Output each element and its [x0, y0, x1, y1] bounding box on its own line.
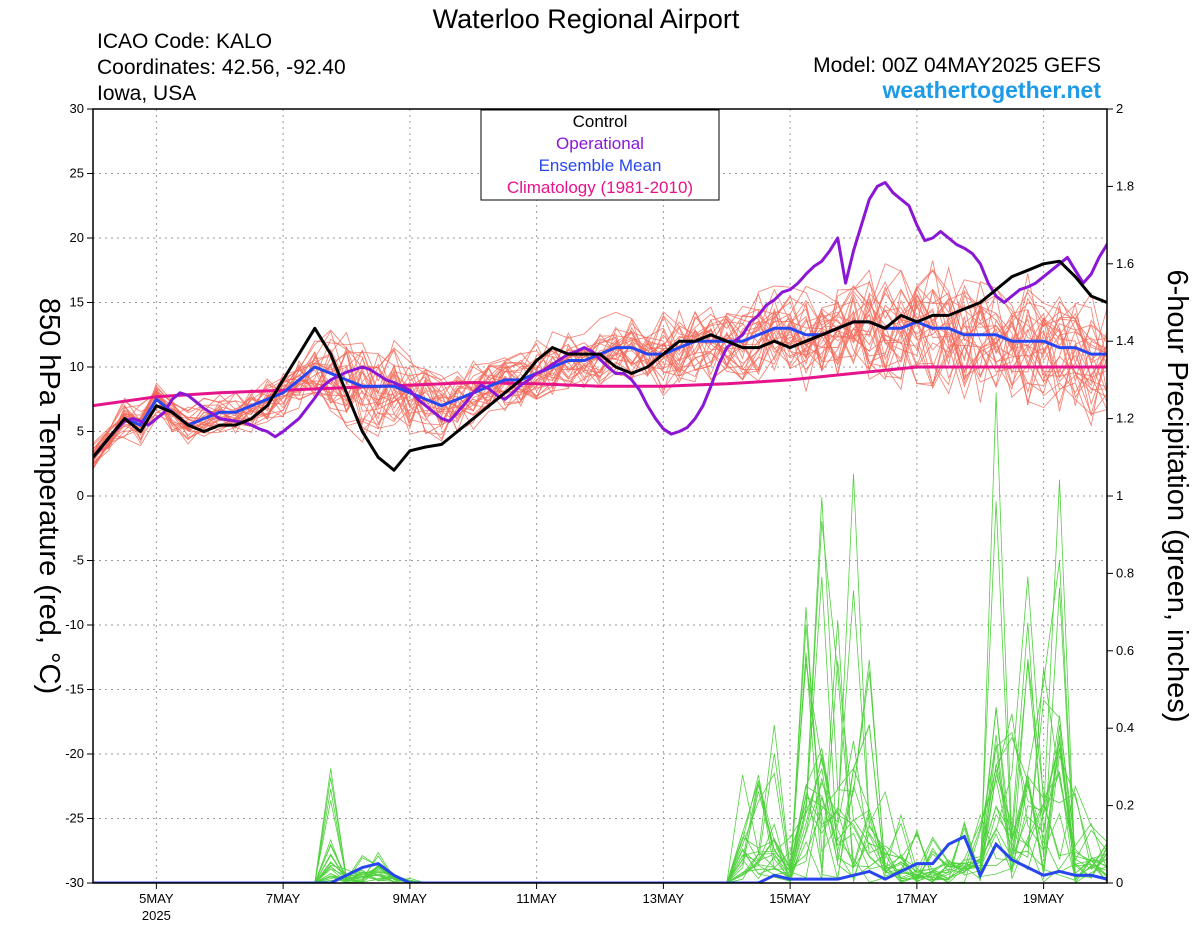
precip-member-line [93, 736, 1107, 883]
left-axis: 30 25 20 15 10 5 0 -5 -10 -15 -20 -25 -30 [65, 101, 93, 890]
y-tick-label: 30 [70, 101, 84, 116]
precip-member-line [93, 501, 1107, 883]
precip-member-line [93, 587, 1107, 883]
precip-member-line [93, 576, 1107, 883]
ensemble-member-line [93, 292, 1107, 462]
y-tick-label: -15 [65, 682, 84, 697]
series-line-climatology [93, 365, 1107, 408]
precip-member-line [93, 497, 1107, 883]
ensemble-member-line [93, 309, 1107, 465]
x-tick-label: 7MAY [266, 891, 301, 906]
y2-tick-label: 0 [1116, 875, 1123, 890]
icao-code: ICAO Code: KALO [97, 30, 272, 53]
coordinates: Coordinates: 42.56, -92.40 [97, 56, 346, 79]
x-tick-label: 17MAY [896, 891, 938, 906]
ensemble-member-line [93, 284, 1107, 460]
precipitation-members [93, 392, 1107, 883]
series-line-ensemble [93, 320, 1107, 459]
y2-tick-label: 1.2 [1116, 411, 1134, 426]
series-lines [93, 181, 1107, 883]
y-tick-label: 15 [70, 295, 84, 310]
precip-member-line [93, 607, 1107, 883]
y2-tick-label: 1 [1116, 488, 1123, 503]
gridlines [93, 109, 1107, 883]
ensemble-member-line [93, 300, 1107, 459]
y2-tick-label: 0.6 [1116, 643, 1134, 658]
year-label: 2025 [142, 908, 171, 923]
x-tick-label: 13MAY [643, 891, 685, 906]
precip-member-line [93, 473, 1107, 883]
ensemble-member-line [93, 300, 1107, 465]
precip-member-line [93, 660, 1107, 883]
series-line-operational [93, 181, 1107, 459]
y-tick-label: -25 [65, 811, 84, 826]
precip-mean-line [93, 834, 1107, 883]
x-tick-label: 15MAY [769, 891, 811, 906]
precip-member-line [93, 663, 1107, 883]
precip-member-line [93, 576, 1107, 883]
precip-member-line [93, 661, 1107, 883]
y2-tick-label: 0.8 [1116, 565, 1134, 580]
ensemble-member-line [93, 298, 1107, 454]
right-axis: 2 1.8 1.6 1.4 1.2 1 0.8 0.6 0.4 0.2 0 [1107, 101, 1134, 890]
x-tick-label: 19MAY [1023, 891, 1065, 906]
y-tick-label: -10 [65, 617, 84, 632]
y-tick-label: 10 [70, 359, 84, 374]
precip-member-line [93, 652, 1107, 883]
precip-member-line [93, 624, 1107, 883]
model-run: Model: 00Z 04MAY2025 GEFS [813, 54, 1101, 77]
chart-title: Waterloo Regional Airport [433, 4, 740, 34]
y2-tick-label: 1.4 [1116, 333, 1134, 348]
precip-member-line [93, 668, 1107, 883]
y-tick-label: -30 [65, 875, 84, 890]
legend: Control Operational Ensemble Mean Climatolo… [480, 109, 720, 201]
precip-member-line [93, 754, 1107, 883]
region: Iowa, USA [97, 82, 196, 105]
y2-tick-label: 0.2 [1116, 798, 1134, 813]
ensemble-members [93, 260, 1107, 470]
precip-member-line [93, 744, 1107, 883]
y-tick-label: 25 [70, 166, 84, 181]
x-tick-label: 5MAY [139, 891, 174, 906]
y2-tick-label: 1.8 [1116, 178, 1134, 193]
y-tick-label: -5 [72, 553, 84, 568]
ensemble-member-line [93, 285, 1107, 462]
legend-entry: Climatology (1981-2010) [507, 178, 693, 197]
y2-axis-label: 6-hour Precipitation (green, inches) [1161, 270, 1193, 723]
y-axis-label: 850 hPa Temperature (red, °C) [33, 298, 65, 694]
site-link[interactable]: weathertogether.net [881, 77, 1101, 103]
series-line-control [93, 259, 1107, 472]
y-tick-label: 5 [77, 424, 84, 439]
x-axis: 5MAY 7MAY 9MAY 11MAY 13MAY 15MAY 17MAY 19MAY 202… [139, 883, 1065, 923]
x-tick-label: 11MAY [516, 891, 557, 906]
x-tick-label: 9MAY [393, 891, 428, 906]
precip-member-line [93, 654, 1107, 883]
precip-member-line [93, 767, 1107, 883]
legend-entry: Control [573, 112, 628, 131]
plot-frame [92, 108, 1108, 884]
legend-entry: Operational [556, 134, 644, 153]
precip-member-line [93, 479, 1107, 883]
precip-member-line [93, 520, 1107, 883]
y-tick-label: -20 [65, 746, 84, 761]
legend-box [480, 109, 720, 201]
y2-tick-label: 0.4 [1116, 720, 1134, 735]
y-tick-label: 0 [77, 488, 84, 503]
legend-entry: Ensemble Mean [539, 156, 662, 175]
y-tick-label: 20 [70, 230, 84, 245]
y2-tick-label: 1.6 [1116, 256, 1134, 271]
precip-member-line [93, 620, 1107, 883]
y2-tick-label: 2 [1116, 101, 1123, 116]
